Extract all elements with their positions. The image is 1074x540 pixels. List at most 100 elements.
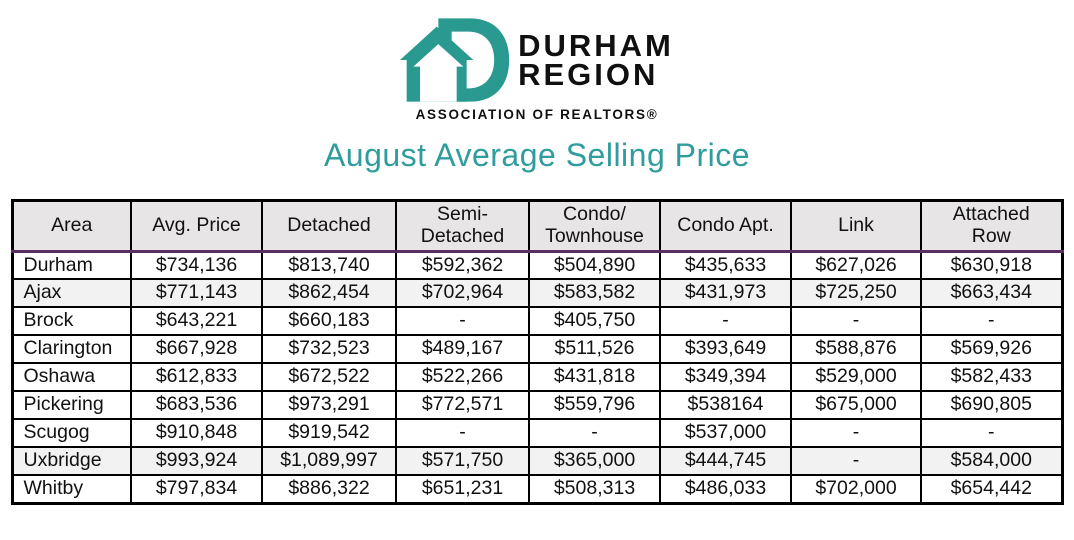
table-body: Durham $734,136 $813,740 $592,362 $504,890 $4… (11, 250, 1063, 505)
price-cell: $538164 (659, 390, 792, 421)
table-row: Pickering $683,536 $973,291 $772,571 $559,79… (11, 390, 1063, 421)
price-cell: $813,740 (261, 250, 397, 281)
area-cell: Pickering (11, 390, 132, 421)
price-cell: $663,434 (920, 278, 1063, 309)
price-cell: $643,221 (130, 306, 263, 337)
price-cell: $660,183 (261, 306, 397, 337)
price-cell: - (790, 418, 922, 449)
table-row: Scugog $910,848 $919,542- - $537,000- - (11, 418, 1063, 449)
price-cell: $365,000 (528, 446, 661, 477)
table-row: Whitby $797,834 $886,322 $651,231 $508,313 $4… (11, 474, 1063, 505)
area-cell: Ajax (11, 278, 132, 309)
header-row: Area Avg. Price Detached Semi- Detached Cond… (11, 199, 1063, 253)
logo-word-durham: DURHAM (518, 27, 674, 63)
price-cell: - (395, 418, 530, 449)
logo: DURHAM REGION ASSOCIATION OF REALTORS® (0, 0, 1074, 122)
price-cell: $651,231 (395, 474, 530, 505)
table-row: Durham $734,136 $813,740 $592,362 $504,890 $4… (11, 250, 1063, 281)
price-cell: $349,394 (659, 362, 792, 393)
price-cell: $444,745 (659, 446, 792, 477)
price-cell: $654,442 (920, 474, 1063, 505)
area-cell: Clarington (11, 334, 132, 365)
price-cell: $683,536 (130, 390, 263, 421)
table-row: Oshawa $612,833 $672,522 $522,266 $431,818 $3… (11, 362, 1063, 393)
column-header: Area (11, 199, 132, 253)
price-cell: $702,000 (790, 474, 922, 505)
price-cell: $797,834 (130, 474, 263, 505)
price-cell: $993,924 (130, 446, 263, 477)
column-header: Avg. Price (130, 199, 263, 253)
price-cell: $571,750 (395, 446, 530, 477)
table-header: Area Avg. Price Detached Semi- Detached Cond… (11, 199, 1063, 253)
column-header: Condo/ Townhouse (528, 199, 661, 253)
price-cell: - (528, 418, 661, 449)
price-cell: $559,796 (528, 390, 661, 421)
price-cell: $583,582 (528, 278, 661, 309)
logo-top: DURHAM REGION (400, 18, 674, 102)
price-cell: $508,313 (528, 474, 661, 505)
table-row: Brock $643,221 $660,183- $405,750- - - (11, 306, 1063, 337)
price-cell: $504,890 (528, 250, 661, 281)
price-cell: $522,266 (395, 362, 530, 393)
price-cell: $886,322 (261, 474, 397, 505)
price-cell: - (395, 306, 530, 337)
durham-region-house-d-icon (400, 18, 510, 102)
price-cell: $489,167 (395, 334, 530, 365)
price-cell: $690,805 (920, 390, 1063, 421)
price-cell: - (790, 446, 922, 477)
price-cell: $672,522 (261, 362, 397, 393)
price-cell: $393,649 (659, 334, 792, 365)
price-cell: $569,926 (920, 334, 1063, 365)
logo-word-region: REGION (518, 57, 659, 92)
price-cell: $431,973 (659, 278, 792, 309)
price-cell: $582,433 (920, 362, 1063, 393)
price-cell: $667,928 (130, 334, 263, 365)
price-cell: $862,454 (261, 278, 397, 309)
logo-wordmark: DURHAM REGION (518, 27, 674, 92)
price-cell: $1,089,997 (261, 446, 397, 477)
area-cell: Uxbridge (11, 446, 132, 477)
price-cell: $486,033 (659, 474, 792, 505)
column-header: Link (790, 199, 922, 253)
price-cell: $675,000 (790, 390, 922, 421)
price-cell: $734,136 (130, 250, 263, 281)
page-title: August Average Selling Price (323, 137, 751, 173)
price-cell: $584,000 (920, 446, 1063, 477)
price-cell: $511,526 (528, 334, 661, 365)
price-cell: $702,964 (395, 278, 530, 309)
price-cell: $630,918 (920, 250, 1063, 281)
price-cell: $588,876 (790, 334, 922, 365)
price-cell: $627,026 (790, 250, 922, 281)
table-row: Ajax $771,143 $862,454 $702,964 $583,582 $431… (11, 278, 1063, 309)
table-row: Clarington $667,928 $732,523 $489,167 $511,5… (11, 334, 1063, 365)
average-selling-price-table: Area Avg. Price Detached Semi- Detached Cond… (10, 199, 1064, 505)
column-header: Condo Apt. (659, 199, 792, 253)
logo-subtitle: ASSOCIATION OF REALTORS® (415, 107, 659, 122)
table-row: Uxbridge $993,924 $1,089,997 $571,750 $365,0… (11, 446, 1063, 477)
price-cell: $910,848 (130, 418, 263, 449)
price-cell: - (920, 418, 1063, 449)
price-cell: - (659, 306, 792, 337)
price-cell: - (790, 306, 922, 337)
area-cell: Durham (11, 250, 132, 281)
column-header: Attached Row (920, 199, 1063, 253)
price-cell: $973,291 (261, 390, 397, 421)
price-cell: $919,542 (261, 418, 397, 449)
price-cell: $725,250 (790, 278, 922, 309)
area-cell: Whitby (11, 474, 132, 505)
price-cell: $435,633 (659, 250, 792, 281)
price-cell: $771,143 (130, 278, 263, 309)
price-cell: $732,523 (261, 334, 397, 365)
price-cell: $592,362 (395, 250, 530, 281)
area-cell: Scugog (11, 418, 132, 449)
price-cell: - (920, 306, 1063, 337)
price-cell: $529,000 (790, 362, 922, 393)
price-cell: $405,750 (528, 306, 661, 337)
area-cell: Oshawa (11, 362, 132, 393)
price-cell: $537,000 (659, 418, 792, 449)
area-cell: Brock (11, 306, 132, 337)
price-cell: $612,833 (130, 362, 263, 393)
column-header: Semi- Detached (395, 199, 530, 253)
column-header: Detached (261, 199, 397, 253)
